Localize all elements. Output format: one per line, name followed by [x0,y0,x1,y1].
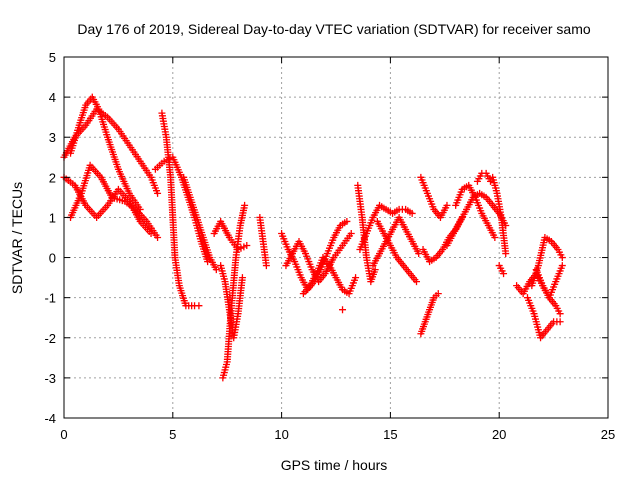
chart-title: Day 176 of 2019, Sidereal Day-to-day VTE… [77,21,590,37]
y-tick-label: 3 [49,130,56,145]
data-point [212,266,220,274]
data-point [204,258,212,266]
data-point [262,262,270,270]
series-arc-07 [180,173,220,274]
series-arc-25 [473,169,494,185]
data-point [352,274,360,282]
series-arc-05 [158,109,203,310]
series-arc-19 [373,217,421,286]
y-tick-label: 4 [49,90,56,105]
series-arc-30 [528,234,566,290]
series-arc-08 [217,262,246,342]
x-tick-label: 15 [383,427,397,442]
data-point [443,201,451,209]
series-arc-15 [339,306,347,314]
series-arc-27 [495,262,508,278]
y-tick-label: -4 [44,411,56,426]
x-tick-label: 0 [60,427,67,442]
y-axis-label: SDTVAR / TECUs [9,182,25,294]
series-arc-16 [356,201,416,254]
y-tick-label: 2 [49,170,56,185]
series-arc-17 [354,181,379,286]
series-arc-24 [452,181,499,241]
series-arc-09 [219,201,249,382]
y-tick-label: -2 [44,331,56,346]
y-tick-label: -1 [44,291,56,306]
series-arc-14 [299,254,360,298]
x-tick-label: 20 [492,427,506,442]
series-arc-01 [60,105,162,197]
data-point [154,189,162,197]
data-point [502,250,510,258]
data-point [343,217,351,225]
series-arc-29 [523,294,564,342]
data-point [500,270,508,278]
series-arc-06 [151,153,212,266]
x-axis-label: GPS time / hours [281,457,388,473]
y-tick-label: 5 [49,50,56,65]
y-tick-label: 0 [49,251,56,266]
data-point [556,310,564,318]
data-point [415,250,423,258]
data-point [371,266,379,274]
series-arc-20 [417,290,442,338]
data-point [154,234,162,241]
series-arc-02 [67,93,144,213]
data-point [413,278,421,286]
y-tick-label: -3 [44,371,56,386]
x-tick-label: 5 [169,427,176,442]
series-arc-11 [256,213,270,270]
data-point [195,302,203,310]
series-arc-21 [417,173,451,221]
data-point [243,242,251,250]
data-point [339,306,347,314]
data-point [238,274,246,282]
data-point [434,290,442,298]
series-arc-26 [489,173,510,258]
x-tick-label: 25 [601,427,615,442]
data-point [241,201,249,209]
axis-ticks: 0 5 10 15 20 25 -4 -3 -2 -1 0 1 2 3 4 5 [44,50,615,442]
data-point [491,234,499,241]
data-point [408,209,416,217]
data-points [60,93,566,382]
data-point [556,318,564,326]
data-point [558,262,566,270]
series-arc-04 [67,161,162,241]
x-tick-label: 10 [274,427,288,442]
series-arc-31 [532,262,566,302]
data-point [347,229,355,237]
plot-frame [63,56,609,419]
y-tick-label: 1 [49,210,56,225]
series-arc-10 [210,217,251,254]
data-point [558,254,566,262]
